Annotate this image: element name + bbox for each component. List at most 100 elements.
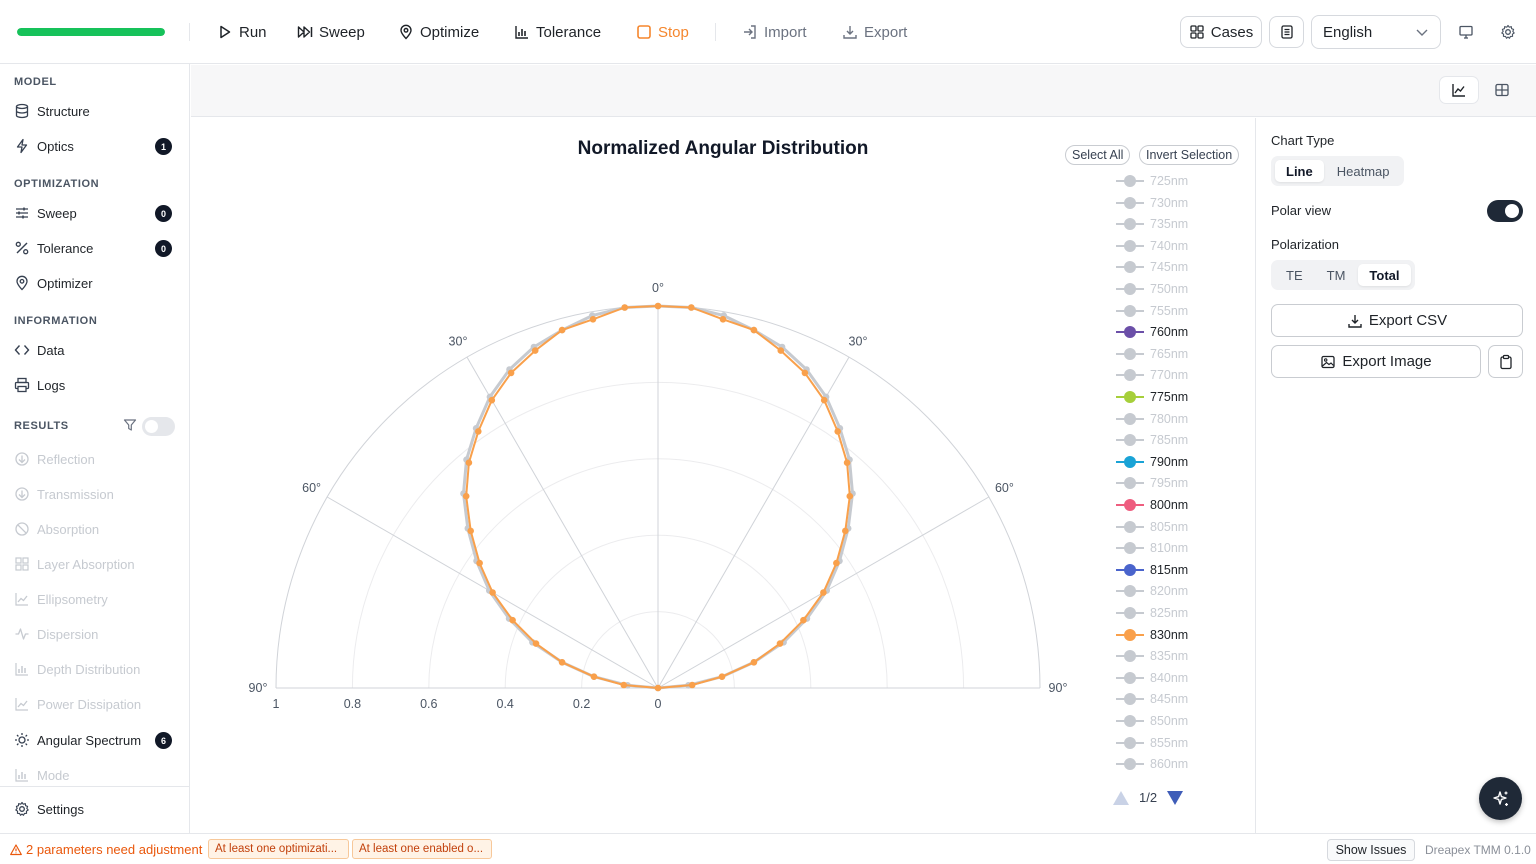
- copy-to-clipboard-button[interactable]: [1488, 345, 1523, 378]
- sidebar-item-data[interactable]: Data: [14, 338, 176, 362]
- export-image-button[interactable]: Export Image: [1271, 345, 1481, 378]
- legend-swatch: [1116, 326, 1144, 339]
- sidebar-item-power-dissipation[interactable]: Power Dissipation: [14, 692, 176, 716]
- bar-chart-icon: [15, 769, 28, 782]
- legend-marker: [1124, 412, 1136, 425]
- legend-label: 815nm: [1150, 562, 1189, 577]
- legend-item[interactable]: 805nm: [1116, 519, 1188, 535]
- tolerance-count-badge: 0: [155, 240, 172, 257]
- import-button[interactable]: Import: [742, 20, 807, 44]
- legend-item[interactable]: 855nm: [1116, 735, 1188, 751]
- polarization-te[interactable]: TE: [1286, 267, 1303, 283]
- legend-item[interactable]: 810nm: [1116, 540, 1188, 556]
- legend-item[interactable]: 820nm: [1116, 583, 1188, 599]
- polarization-tm[interactable]: TM: [1326, 267, 1346, 283]
- legend-item[interactable]: 745nm: [1116, 259, 1188, 275]
- view-switch-bar: [191, 65, 1536, 117]
- legend-item[interactable]: 835nm: [1116, 648, 1188, 664]
- sidebar-item-sweep[interactable]: Sweep 0: [14, 201, 176, 225]
- language-select[interactable]: English: [1311, 15, 1441, 49]
- series-point: [462, 492, 470, 500]
- notes-button[interactable]: [1269, 16, 1304, 48]
- sidebar-item-optics[interactable]: Optics 1: [14, 134, 176, 158]
- legend-item[interactable]: 770nm: [1116, 367, 1188, 383]
- legend-item[interactable]: 785nm: [1116, 432, 1188, 448]
- settings-button[interactable]: [1498, 22, 1518, 42]
- sidebar-item-depth-distribution[interactable]: Depth Distribution: [14, 657, 176, 681]
- legend-item[interactable]: 840nm: [1116, 670, 1188, 686]
- tolerance-button[interactable]: Tolerance: [514, 20, 601, 44]
- ai-assistant-button[interactable]: [1479, 777, 1522, 820]
- legend-label: 785nm: [1150, 433, 1189, 448]
- legend-item[interactable]: 775nm: [1116, 389, 1188, 405]
- legend-item[interactable]: 735nm: [1116, 216, 1188, 232]
- legend-page-down-icon[interactable]: [1167, 790, 1184, 805]
- legend-item[interactable]: 800nm: [1116, 497, 1188, 513]
- legend-item[interactable]: 780nm: [1116, 411, 1188, 427]
- legend-label: 725nm: [1150, 174, 1189, 188]
- sidebar-item-reflection[interactable]: Reflection: [14, 447, 176, 471]
- export-csv-button[interactable]: Export CSV: [1271, 304, 1523, 337]
- legend-page-up-icon[interactable]: [1113, 790, 1129, 805]
- monitor-button[interactable]: [1456, 22, 1476, 42]
- run-button[interactable]: Run: [217, 20, 267, 44]
- sidebar-item-mode[interactable]: Mode: [14, 763, 176, 787]
- sidebar-item-structure[interactable]: Structure: [14, 99, 176, 123]
- sidebar-item-transmission[interactable]: Transmission: [14, 482, 176, 506]
- legend-item[interactable]: 850nm: [1116, 713, 1188, 729]
- stop-button[interactable]: Stop: [636, 20, 689, 44]
- sidebar-item-logs[interactable]: Logs: [14, 373, 176, 397]
- sweep-button[interactable]: Sweep: [297, 20, 365, 44]
- parameter-warning[interactable]: 2 parameters need adjustment: [10, 842, 202, 857]
- polar-view-toggle[interactable]: [1487, 200, 1523, 222]
- chart-view-button[interactable]: [1440, 77, 1478, 103]
- sidebar-item-layer-absorption[interactable]: Layer Absorption: [14, 552, 176, 576]
- optimize-button[interactable]: Optimize: [398, 20, 479, 44]
- sidebar-item-ellipsometry[interactable]: Ellipsometry: [14, 587, 176, 611]
- legend-marker: [1124, 196, 1136, 209]
- radial-tick-label: 0.8: [344, 697, 361, 711]
- legend-item[interactable]: 815nm: [1116, 562, 1188, 578]
- toolbar-divider: [715, 23, 716, 41]
- legend-swatch: [1116, 650, 1144, 663]
- legend-label: 780nm: [1150, 411, 1189, 426]
- results-filter-toggle[interactable]: [142, 417, 175, 436]
- legend-item[interactable]: 730nm: [1116, 195, 1188, 211]
- export-button[interactable]: Export: [842, 20, 907, 44]
- legend-swatch: [1116, 520, 1144, 533]
- cases-button[interactable]: Cases: [1180, 16, 1262, 48]
- chart-type-heatmap[interactable]: Heatmap: [1336, 163, 1390, 179]
- legend-item[interactable]: 760nm: [1116, 324, 1188, 340]
- optimization-warning-chip[interactable]: At least one optimizati...: [208, 839, 349, 859]
- legend-item[interactable]: 790nm: [1116, 454, 1188, 470]
- sidebar-item-tolerance[interactable]: Tolerance 0: [14, 236, 176, 260]
- legend-item[interactable]: 750nm: [1116, 281, 1188, 297]
- legend-swatch: [1116, 391, 1144, 403]
- sidebar-item-angular-spectrum[interactable]: Angular Spectrum 6: [14, 728, 176, 752]
- series-point: [833, 559, 840, 567]
- sidebar-item-optimizer[interactable]: Optimizer: [14, 271, 176, 295]
- legend-item[interactable]: 725nm: [1116, 173, 1188, 189]
- stop-square-icon: [637, 25, 651, 39]
- sidebar-item-label: Angular Spectrum: [37, 732, 142, 748]
- select-all-button[interactable]: Select All: [1065, 145, 1131, 165]
- show-issues-button[interactable]: Show Issues: [1327, 839, 1415, 861]
- sidebar-item-absorption[interactable]: Absorption: [14, 517, 176, 541]
- chart-type-line[interactable]: Line: [1275, 160, 1324, 182]
- status-bar: 2 parameters need adjustment At least on…: [0, 833, 1536, 864]
- legend-item[interactable]: 825nm: [1116, 605, 1188, 621]
- legend-item[interactable]: 795nm: [1116, 475, 1188, 491]
- table-view-button[interactable]: [1483, 77, 1521, 103]
- filter-icon[interactable]: [123, 418, 137, 432]
- enabled-warning-chip[interactable]: At least one enabled o...: [352, 839, 492, 859]
- legend-item[interactable]: 830nm: [1116, 627, 1188, 643]
- invert-selection-button[interactable]: Invert Selection: [1139, 145, 1240, 165]
- legend-item[interactable]: 860nm: [1116, 756, 1188, 772]
- legend-item[interactable]: 740nm: [1116, 238, 1188, 254]
- legend-item[interactable]: 845nm: [1116, 691, 1188, 707]
- sidebar-item-settings[interactable]: Settings: [14, 797, 176, 821]
- legend-item[interactable]: 755nm: [1116, 303, 1188, 319]
- polarization-total[interactable]: Total: [1358, 264, 1411, 286]
- sidebar-item-dispersion[interactable]: Dispersion: [14, 622, 176, 646]
- legend-item[interactable]: 765nm: [1116, 346, 1188, 362]
